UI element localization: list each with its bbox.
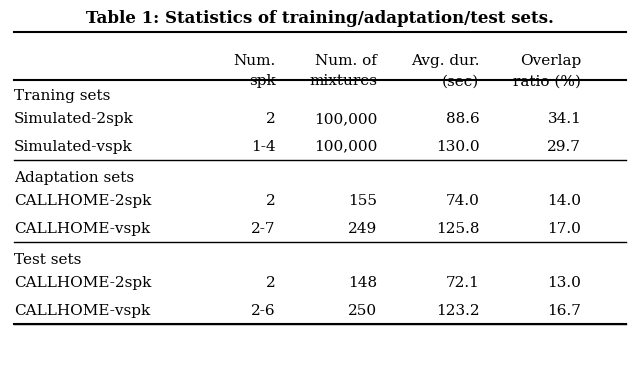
Text: 1-4: 1-4	[251, 140, 275, 154]
Text: Num. of: Num. of	[316, 54, 378, 68]
Text: 13.0: 13.0	[547, 276, 581, 290]
Text: Simulated-vspk: Simulated-vspk	[14, 140, 133, 154]
Text: 100,000: 100,000	[314, 112, 378, 127]
Text: 250: 250	[348, 304, 378, 318]
Text: 34.1: 34.1	[547, 112, 581, 127]
Text: Num.: Num.	[233, 54, 275, 68]
Text: ratio (%): ratio (%)	[513, 74, 581, 88]
Text: Overlap: Overlap	[520, 54, 581, 68]
Text: 17.0: 17.0	[547, 222, 581, 236]
Text: CALLHOME-2spk: CALLHOME-2spk	[14, 276, 152, 290]
Text: 72.1: 72.1	[445, 276, 479, 290]
Text: 2: 2	[266, 276, 275, 290]
Text: 155: 155	[348, 195, 378, 208]
Text: 2: 2	[266, 112, 275, 127]
Text: Adaptation sets: Adaptation sets	[14, 171, 134, 185]
Text: Avg. dur.: Avg. dur.	[411, 54, 479, 68]
Text: (sec): (sec)	[442, 74, 479, 88]
Text: Table 1: Statistics of training/adaptation/test sets.: Table 1: Statistics of training/adaptati…	[86, 11, 554, 28]
Text: 16.7: 16.7	[547, 304, 581, 318]
Text: 100,000: 100,000	[314, 140, 378, 154]
Text: 74.0: 74.0	[445, 195, 479, 208]
Text: spk: spk	[249, 74, 275, 88]
Text: CALLHOME-vspk: CALLHOME-vspk	[14, 222, 150, 236]
Text: 148: 148	[348, 276, 378, 290]
Text: 29.7: 29.7	[547, 140, 581, 154]
Text: Simulated-2spk: Simulated-2spk	[14, 112, 134, 127]
Text: 2-6: 2-6	[251, 304, 275, 318]
Text: CALLHOME-vspk: CALLHOME-vspk	[14, 304, 150, 318]
Text: CALLHOME-2spk: CALLHOME-2spk	[14, 195, 152, 208]
Text: Test sets: Test sets	[14, 253, 81, 267]
Text: 123.2: 123.2	[436, 304, 479, 318]
Text: 2: 2	[266, 195, 275, 208]
Text: 2-7: 2-7	[251, 222, 275, 236]
Text: 88.6: 88.6	[445, 112, 479, 127]
Text: 130.0: 130.0	[436, 140, 479, 154]
Text: 125.8: 125.8	[436, 222, 479, 236]
Text: 14.0: 14.0	[547, 195, 581, 208]
Text: 249: 249	[348, 222, 378, 236]
Text: Traning sets: Traning sets	[14, 89, 111, 103]
Text: mixtures: mixtures	[309, 74, 378, 88]
